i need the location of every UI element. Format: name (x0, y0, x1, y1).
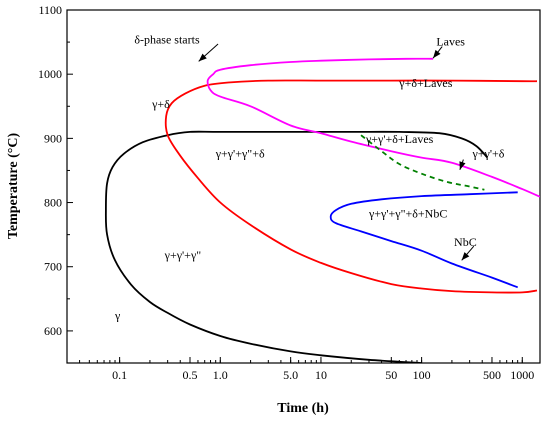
series-line-2 (164, 79, 538, 294)
x-axis-title: Time (h) (277, 401, 329, 416)
plot-frame (66, 9, 541, 364)
series-line-1 (104, 130, 489, 363)
annotation-layer: δ-phase starts Laves γ+δ+Laves γ+δ γ+γ'+δ+La… (114, 32, 505, 322)
x-tick-label: 10 (315, 368, 327, 382)
annotation-arrow-head (433, 49, 441, 59)
x-tick-label: 0.5 (182, 368, 197, 382)
y-tick-label: 1100 (38, 3, 62, 17)
x-tick-label: 500 (483, 368, 501, 382)
region-label: γ+δ+Laves (398, 76, 452, 90)
region-label: γ+δ (151, 97, 170, 111)
region-label: δ-phase starts (134, 32, 200, 46)
x-tick-label: 100 (413, 368, 431, 382)
annotation-arrow-head (459, 161, 466, 170)
x-axis-ticks: 0.1 0.5 1.0 5.0 10 50 100 500 1000 (66, 357, 534, 382)
series-line-4 (329, 191, 519, 289)
region-label: γ+γ'+γ" (164, 248, 202, 262)
y-tick-label: 800 (44, 196, 62, 210)
arrow-layer (198, 43, 475, 261)
region-label: Laves (436, 34, 465, 48)
y-axis-title: Temperature (°C) (6, 133, 21, 240)
region-label: NbC (454, 235, 477, 249)
x-tick-label: 1.0 (213, 368, 228, 382)
annotation-arrow-head (198, 53, 207, 62)
series-layer (104, 57, 540, 363)
x-tick-label: 50 (385, 368, 397, 382)
region-label: γ+γ'+γ"+δ+NbC (368, 206, 447, 220)
x-tick-label: 1000 (510, 368, 534, 382)
region-label: γ+γ'+δ (471, 147, 504, 161)
region-label: γ+γ'+γ"+δ (215, 147, 265, 161)
region-label: γ+γ'+δ+Laves (365, 132, 434, 146)
series-line-3 (206, 57, 540, 198)
y-tick-label: 900 (44, 131, 62, 145)
series-line-5 (360, 134, 485, 191)
y-tick-label: 600 (44, 324, 62, 338)
y-tick-label: 700 (44, 260, 62, 274)
y-tick-label: 1000 (38, 67, 62, 81)
x-tick-label: 0.1 (112, 368, 127, 382)
region-label: γ (114, 308, 121, 322)
x-tick-label: 5.0 (283, 368, 298, 382)
annotation-arrow-head (461, 252, 470, 261)
y-axis-ticks: 600 700 800 900 1000 1100 (38, 3, 73, 364)
